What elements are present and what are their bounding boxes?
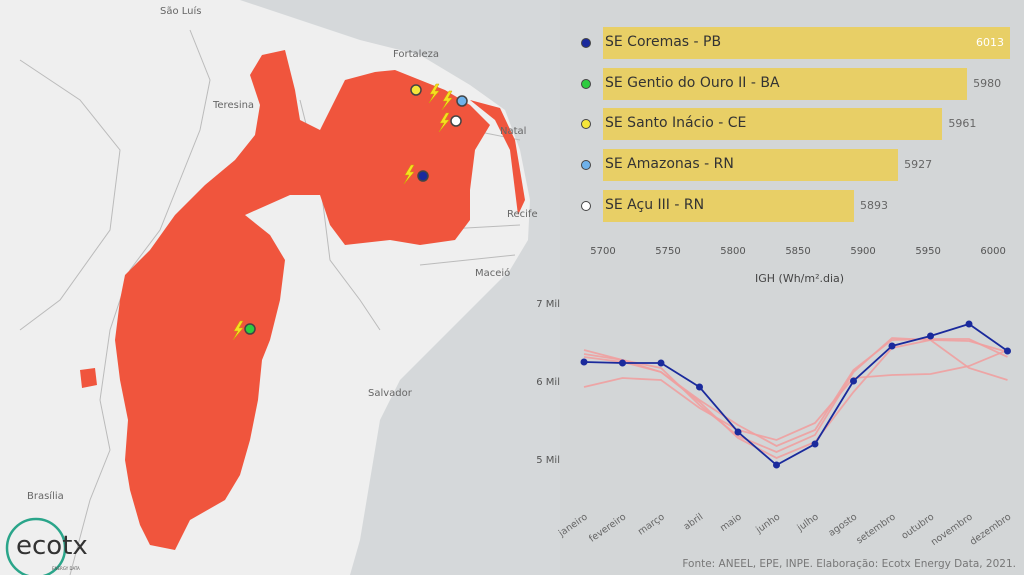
data-point[interactable]	[696, 383, 703, 391]
data-point[interactable]	[927, 332, 934, 340]
x-tick: novembro	[929, 511, 975, 548]
city-label: Salvador	[368, 388, 413, 399]
series-line[interactable]	[583, 349, 1008, 441]
data-point[interactable]	[811, 440, 819, 448]
city-label: Maceió	[475, 267, 510, 279]
legend-dot	[581, 79, 591, 89]
marker-acu[interactable]	[450, 115, 462, 127]
city-label: Recife	[507, 209, 538, 220]
city-label: São Luís	[160, 5, 202, 17]
bar-value: 5893	[859, 199, 888, 212]
legend-dot	[581, 38, 591, 48]
lightning-icon	[438, 112, 450, 133]
city-label: Fortaleza	[393, 49, 439, 60]
bar-label: SE Santo Inácio - CE	[605, 115, 747, 131]
city-label: Natal	[500, 126, 526, 137]
x-tick: 5900	[850, 246, 876, 257]
x-tick: 5850	[785, 246, 811, 257]
x-tick: 5750	[655, 246, 681, 257]
substation-icons	[232, 83, 453, 341]
substation-markers	[244, 84, 468, 335]
x-tick: setembro	[854, 511, 897, 546]
data-point[interactable]	[1004, 347, 1011, 355]
marker-santo-inacio[interactable]	[410, 84, 422, 96]
ecotx-logo: ecotx ENERGY DATA	[5, 517, 88, 575]
bar-row[interactable]: SE Coremas - PB 6013	[570, 27, 1024, 59]
series-line[interactable]	[583, 337, 1008, 453]
source-note: Fonte: ANEEL, EPE, INPE. Elaboração: Eco…	[682, 558, 1016, 570]
x-tick: maio	[718, 511, 744, 534]
series-line[interactable]	[583, 339, 1008, 459]
y-tick: 5 Mil	[536, 455, 560, 466]
bar-label: SE Açu III - RN	[605, 197, 705, 213]
data-point[interactable]	[888, 342, 896, 350]
bar-label: SE Coremas - PB	[605, 34, 722, 50]
marker-coremas[interactable]	[417, 170, 429, 182]
bar[interactable]	[603, 108, 943, 140]
series-line[interactable]	[583, 338, 1008, 447]
lightning-icon	[428, 83, 440, 104]
map[interactable]: São Luís Fortaleza Teresina Natal Recife…	[0, 0, 560, 575]
bar-value: 6013	[976, 36, 1004, 49]
data-point[interactable]	[965, 320, 973, 328]
x-tick: janeiro	[556, 511, 590, 539]
bar-row[interactable]: SE Gentio do Ouro II - BA 5980	[570, 68, 1024, 100]
x-axis-title: IGH (Wh/m².dia)	[755, 272, 845, 285]
x-tick: 5800	[720, 246, 746, 257]
logo-subtext: ENERGY DATA	[52, 566, 80, 571]
city-label: Brasília	[27, 490, 64, 502]
x-tick: março	[636, 511, 667, 537]
x-tick: agosto	[827, 511, 860, 539]
x-tick: fevereiro	[587, 511, 628, 544]
bar[interactable]	[603, 149, 899, 181]
bar-value: 5927	[904, 158, 933, 171]
lightning-icon	[441, 90, 453, 111]
logo-text: ecotx	[16, 531, 88, 561]
lightning-icon	[232, 320, 244, 341]
x-tick: julho	[795, 511, 821, 534]
data-point[interactable]	[580, 358, 588, 366]
x-tick: 6000	[980, 246, 1006, 257]
bar-value: 5980	[973, 77, 1002, 90]
x-tick: 5950	[915, 246, 941, 257]
x-tick: abril	[682, 511, 706, 532]
bar-label: SE Amazonas - RN	[605, 156, 734, 172]
marker-amazonas[interactable]	[456, 95, 468, 107]
data-point[interactable]	[773, 461, 780, 469]
x-tick: 5700	[590, 246, 616, 257]
lightning-icon	[403, 164, 415, 185]
data-point[interactable]	[850, 377, 857, 385]
irradiation-region	[80, 50, 525, 550]
bar-value: 5961	[948, 117, 977, 130]
y-tick: 6 Mil	[536, 377, 560, 388]
data-point[interactable]	[619, 359, 626, 367]
bar[interactable]	[603, 190, 854, 222]
city-label: Teresina	[212, 100, 254, 111]
x-tick: dezembro	[968, 511, 1013, 547]
bar-label: SE Gentio do Ouro II - BA	[605, 75, 780, 91]
marker-gentio[interactable]	[244, 323, 256, 335]
bar-chart: SE Coremas - PB 6013 SE Gentio do Ouro I…	[570, 20, 1024, 290]
series-line-highlight[interactable]	[583, 322, 1009, 467]
y-tick: 7 Mil	[536, 299, 560, 310]
bar[interactable]	[603, 27, 1010, 59]
data-point[interactable]	[734, 428, 742, 436]
bar-row[interactable]: SE Amazonas - RN 5927	[570, 149, 1024, 181]
bar[interactable]	[603, 68, 968, 100]
bar-row[interactable]: SE Santo Inácio - CE 5961	[570, 108, 1024, 140]
legend-dot	[581, 160, 591, 170]
x-tick: junho	[753, 511, 782, 536]
legend-dot	[581, 201, 591, 211]
data-point[interactable]	[657, 359, 665, 367]
legend-dot	[581, 119, 591, 129]
bar-row[interactable]: SE Açu III - RN 5893	[570, 190, 1024, 222]
